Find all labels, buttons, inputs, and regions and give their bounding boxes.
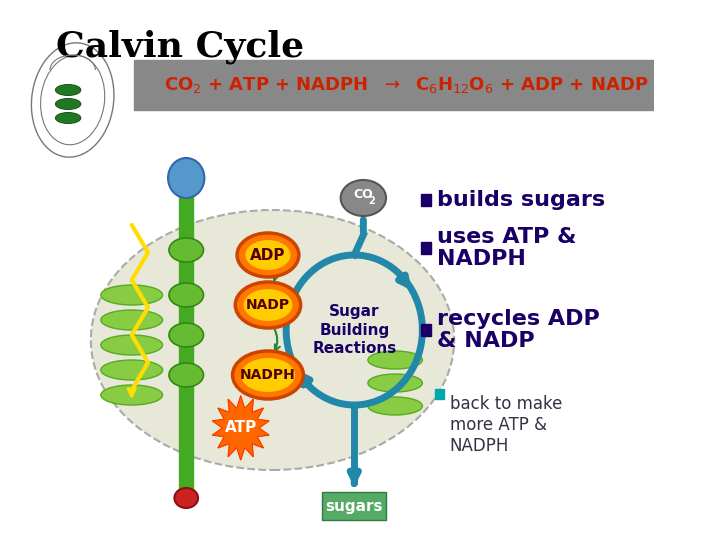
Ellipse shape [341,180,386,216]
Bar [323,492,386,520]
Text: back to make
more ATP &
NADPH: back to make more ATP & NADPH [450,395,562,455]
Ellipse shape [101,285,163,305]
Text: ADP: ADP [251,247,286,262]
Ellipse shape [55,112,81,124]
Ellipse shape [101,310,163,330]
Text: builds sugars: builds sugars [437,190,605,210]
Ellipse shape [244,239,292,271]
Ellipse shape [240,357,296,393]
Text: Calvin Cycle: Calvin Cycle [56,30,305,64]
Ellipse shape [368,351,423,369]
Text: ATP: ATP [225,421,257,435]
Text: Sugar
Building
Reactions: Sugar Building Reactions [312,304,397,356]
Text: uses ATP &
NADPH: uses ATP & NADPH [437,227,577,269]
Ellipse shape [243,288,294,322]
Text: NADP: NADP [246,298,290,312]
Text: CO$_2$ + ATP + NADPH  $\rightarrow$  C$_6$H$_{12}$O$_6$ + ADP + NADP: CO$_2$ + ATP + NADPH $\rightarrow$ C$_6$… [163,75,648,95]
Ellipse shape [169,238,204,262]
Bar [135,60,654,110]
Text: recycles ADP
& NADP: recycles ADP & NADP [437,309,600,351]
Ellipse shape [169,283,204,307]
Text: NADPH: NADPH [240,368,296,382]
Polygon shape [212,396,269,460]
Ellipse shape [101,385,163,405]
Ellipse shape [101,360,163,380]
Bar [179,180,194,490]
Bar [420,242,431,254]
Ellipse shape [368,374,423,392]
Ellipse shape [101,335,163,355]
Ellipse shape [237,233,299,277]
Ellipse shape [235,282,301,328]
Ellipse shape [55,98,81,110]
Bar [435,389,444,399]
Bar [420,324,431,336]
Ellipse shape [233,351,303,399]
Text: CO: CO [354,188,373,201]
Ellipse shape [55,84,81,96]
Ellipse shape [91,210,454,470]
Ellipse shape [368,397,423,415]
Ellipse shape [169,323,204,347]
Bar [420,194,431,206]
Text: sugars: sugars [325,498,383,514]
Ellipse shape [174,488,198,508]
Text: 2: 2 [368,196,375,206]
Circle shape [168,158,204,198]
Ellipse shape [169,363,204,387]
